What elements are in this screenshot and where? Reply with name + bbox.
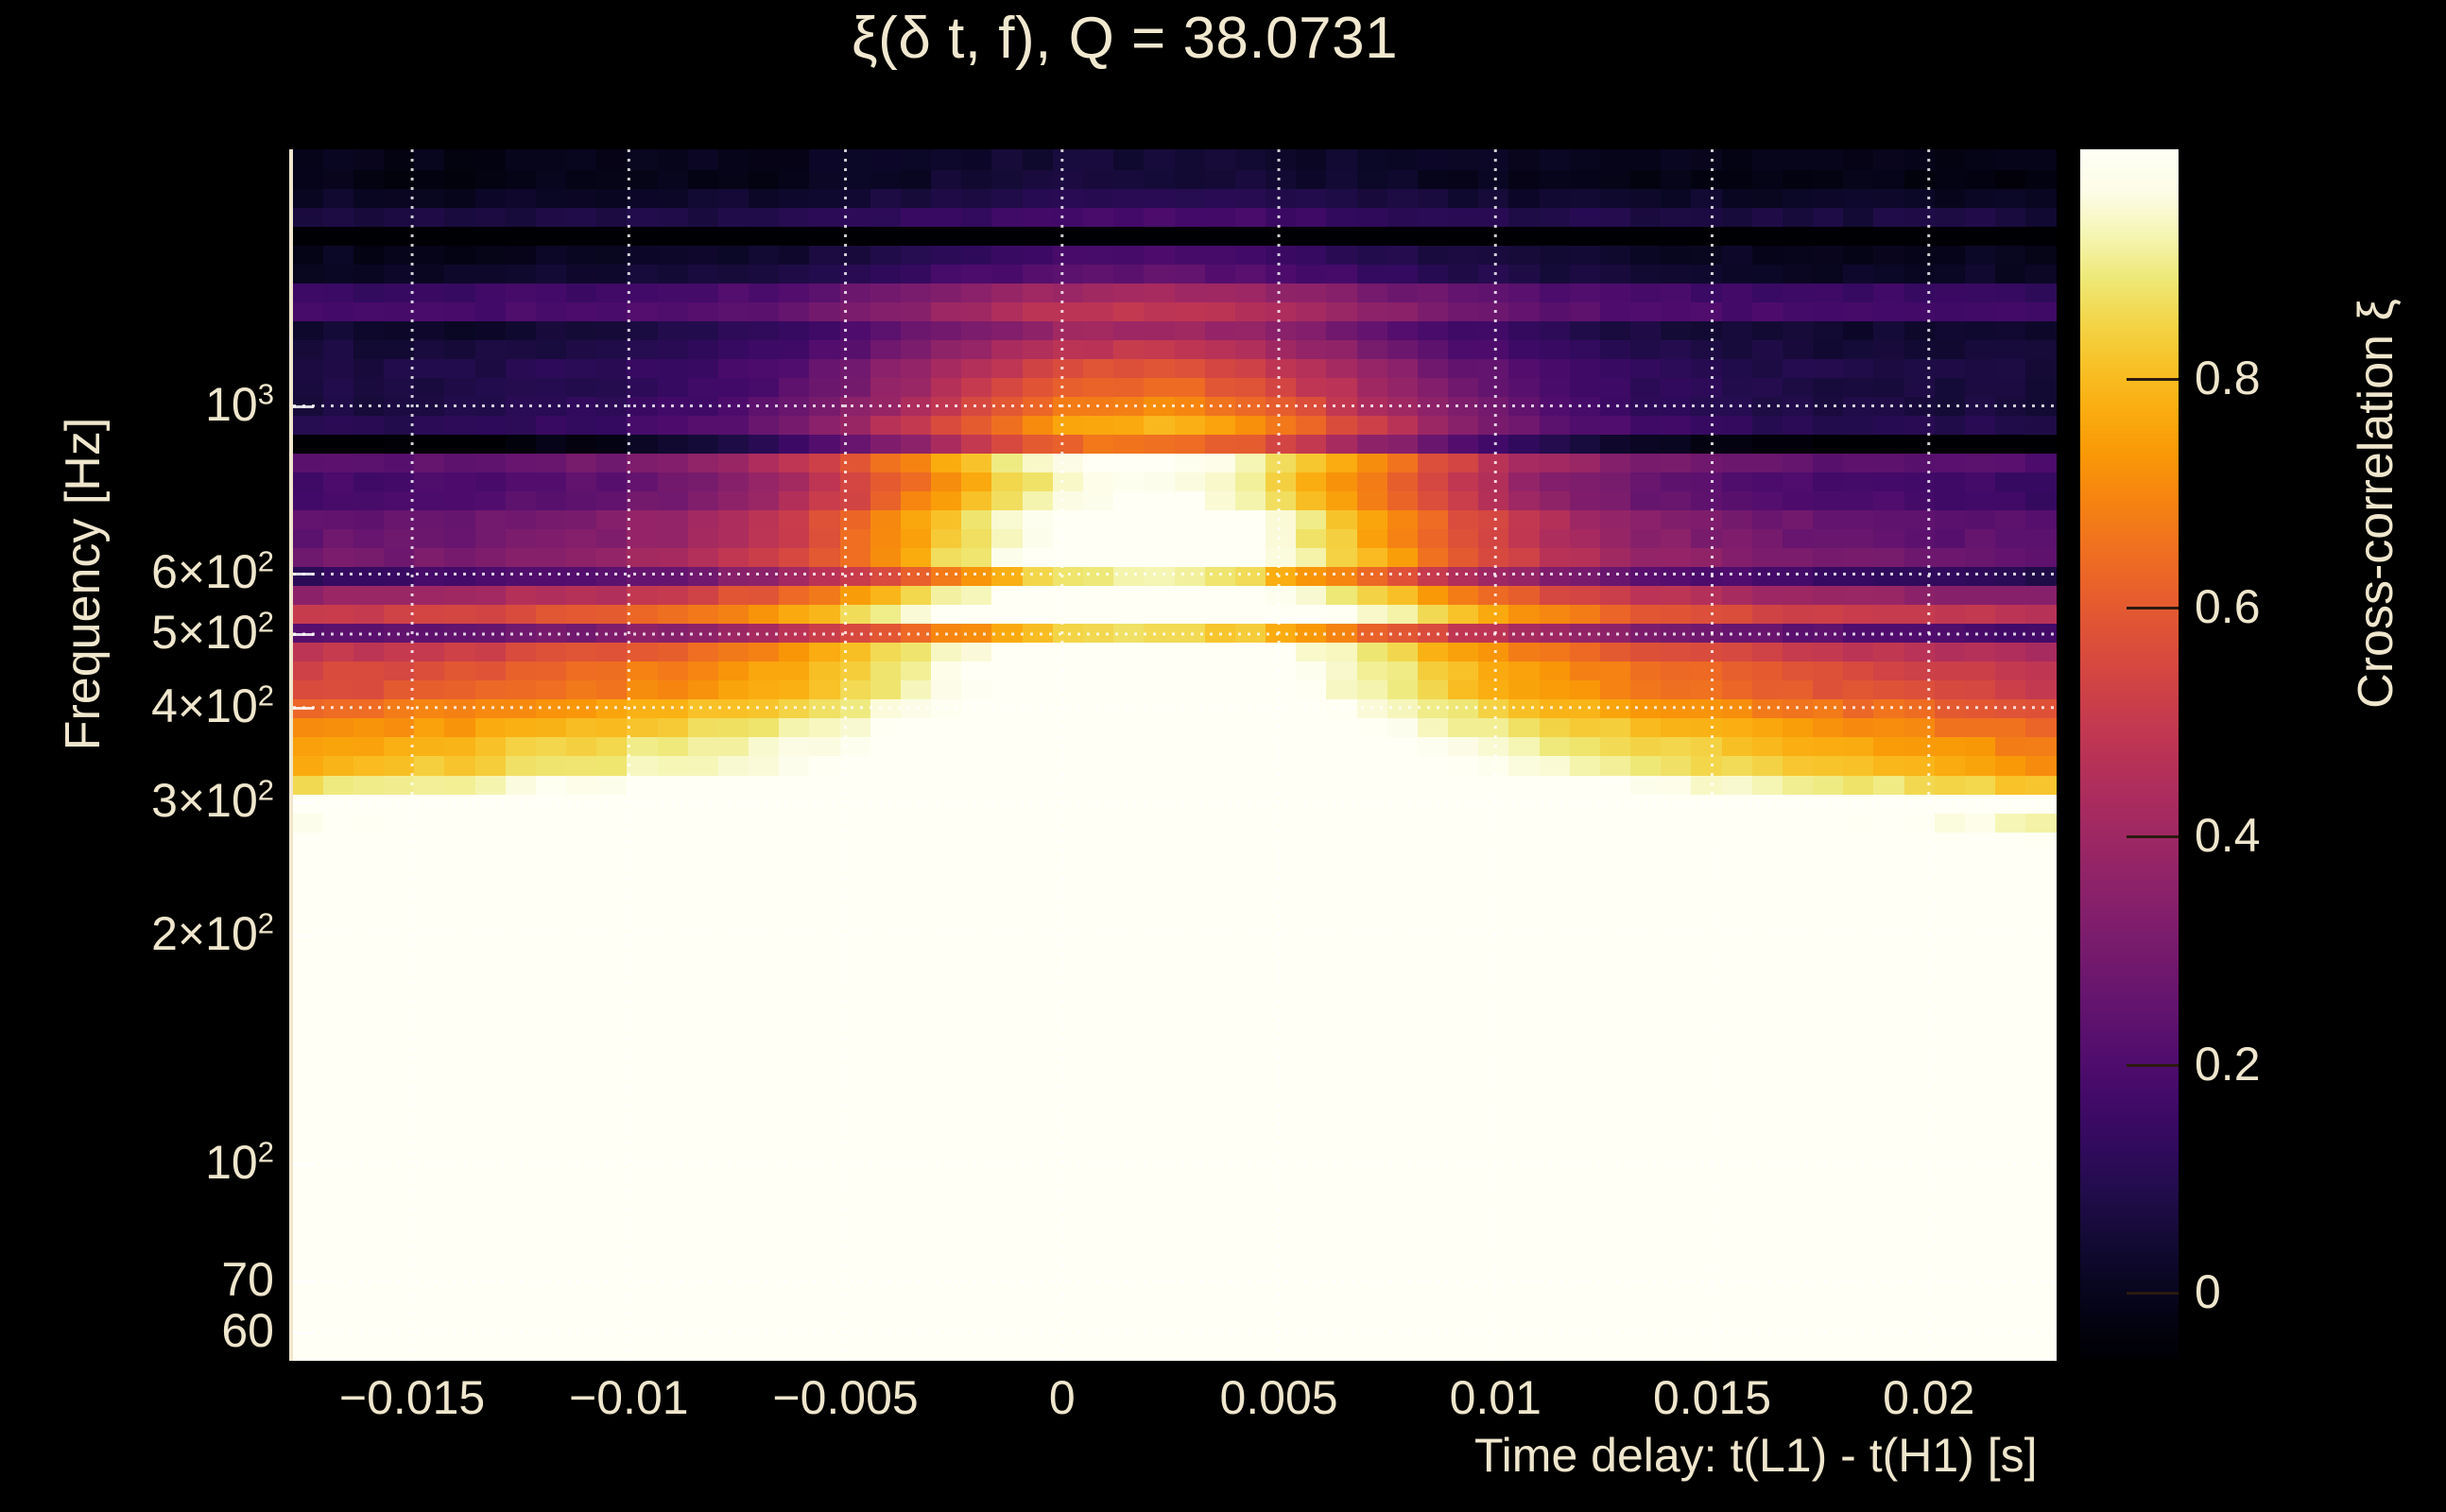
- colorbar-title: Cross-correlation ξ: [2349, 299, 2403, 709]
- y-axis-tick-label: 70: [221, 1252, 274, 1306]
- heatmap-panel: [293, 149, 2057, 1361]
- x-axis-tick-label: 0.005: [1219, 1371, 1338, 1424]
- y-axis-tick-mark: [293, 935, 314, 938]
- colorbar-tick-label: 0.2: [2195, 1037, 2261, 1091]
- colorbar-tick-label: 0.8: [2195, 351, 2261, 404]
- x-axis-tick-label: 0.02: [1883, 1371, 1975, 1424]
- y-axis-title: Frequency [Hz]: [56, 417, 111, 751]
- y-axis-tick-mark: [293, 1280, 314, 1283]
- x-axis-tick-label: −0.015: [338, 1371, 486, 1424]
- y-axis-tick-label: 5×102: [151, 605, 274, 659]
- y-axis-tick-mark: [293, 573, 314, 576]
- y-axis-tick-label: 2×102: [151, 906, 274, 961]
- colorbar-tick-label: 0.4: [2195, 808, 2261, 862]
- x-axis-tick-label: 0.01: [1449, 1371, 1542, 1424]
- y-axis-tick-label: 4×102: [151, 679, 274, 732]
- colorbar-tick-label: 0: [2195, 1265, 2221, 1319]
- y-axis-tick-mark: [293, 1162, 314, 1166]
- colorbar-tick-label: 0.6: [2195, 579, 2261, 633]
- y-axis-tick-label: 6×102: [151, 544, 274, 599]
- x-axis-tick-label: 0.015: [1652, 1371, 1772, 1424]
- y-axis-spine: [289, 149, 293, 1361]
- colorbar: [2080, 149, 2179, 1361]
- x-axis-tick-label: −0.01: [569, 1371, 689, 1424]
- y-axis-tick-mark: [293, 632, 314, 636]
- colorbar-tick-mark: [2127, 1063, 2179, 1067]
- y-axis-tick-mark: [293, 800, 314, 804]
- colorbar-tick-mark: [2127, 606, 2179, 610]
- colorbar-tick-mark: [2127, 377, 2179, 381]
- colorbar-gradient: [2080, 149, 2179, 1361]
- page-title: ξ(δ t, f), Q = 38.0731: [851, 6, 1399, 71]
- y-axis-tick-label: 102: [205, 1135, 274, 1189]
- colorbar-tick-mark: [2127, 1292, 2179, 1296]
- y-axis-tick-mark: [293, 1331, 314, 1334]
- x-axis-title: Time delay: t(L1) - t(H1) [s]: [1474, 1429, 2038, 1482]
- x-axis-tick-label: −0.005: [772, 1371, 919, 1424]
- y-axis-tick-label: 60: [221, 1303, 274, 1357]
- y-axis-tick-mark: [293, 706, 314, 710]
- y-axis-tick-mark: [293, 404, 314, 408]
- heatmap-image: [293, 149, 2057, 1361]
- x-axis-tick-label: 0: [1048, 1371, 1076, 1424]
- y-axis-tick-label: 103: [205, 376, 274, 431]
- colorbar-tick-mark: [2127, 834, 2179, 838]
- y-axis-tick-label: 3×102: [151, 773, 274, 827]
